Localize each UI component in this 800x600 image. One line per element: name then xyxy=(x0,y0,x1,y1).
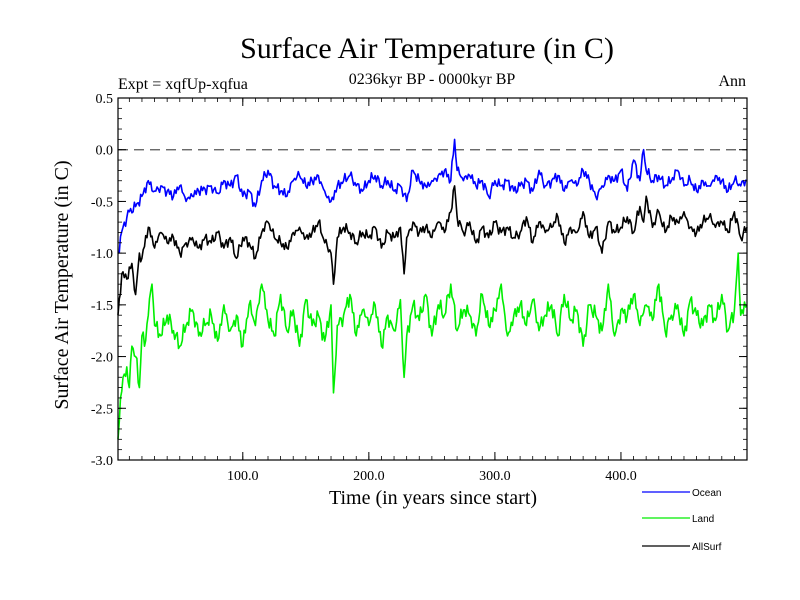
experiment-label: Expt = xqfUp-xqfua xyxy=(118,76,248,93)
x-tick-label: 200.0 xyxy=(353,469,385,484)
legend-label-land: Land xyxy=(692,514,714,525)
chart-subtitle: 0236kyr BP - 0000kyr BP xyxy=(349,71,516,88)
y-tick-label: -0.5 xyxy=(91,195,113,210)
y-tick-label: 0.0 xyxy=(96,144,114,159)
y-tick-label: 0.5 xyxy=(96,92,114,107)
season-label: Ann xyxy=(718,73,746,90)
y-axis-label: Surface Air Temperature (in C) xyxy=(51,160,73,409)
series-line-land xyxy=(117,252,748,440)
legend-label-ocean: Ocean xyxy=(692,488,721,499)
y-tick-label: -2.0 xyxy=(91,351,113,366)
x-tick-label: 300.0 xyxy=(479,469,511,484)
legend-label-allsurf: AllSurf xyxy=(692,542,722,553)
x-tick-label: 100.0 xyxy=(227,469,259,484)
series-line-allsurf xyxy=(117,185,748,316)
y-tick-label: -3.0 xyxy=(91,454,113,469)
y-tick-label: -1.0 xyxy=(91,247,113,262)
plot-area: -3.0 -2.5 -2.0 -1.5 -1.0 -0.5 0.0 0.5 100.0 200.0… xyxy=(91,92,748,484)
plot-frame xyxy=(117,97,748,461)
y-tick-label: -1.5 xyxy=(91,299,113,314)
x-tick-label: 400.0 xyxy=(605,469,637,484)
y-tick-label: -2.5 xyxy=(91,402,113,417)
x-axis-label: Time (in years since start) xyxy=(329,487,537,509)
series-line-ocean xyxy=(117,138,748,254)
chart-title: Surface Air Temperature (in C) xyxy=(240,32,614,65)
legend: Ocean Land AllSurf xyxy=(642,488,722,553)
